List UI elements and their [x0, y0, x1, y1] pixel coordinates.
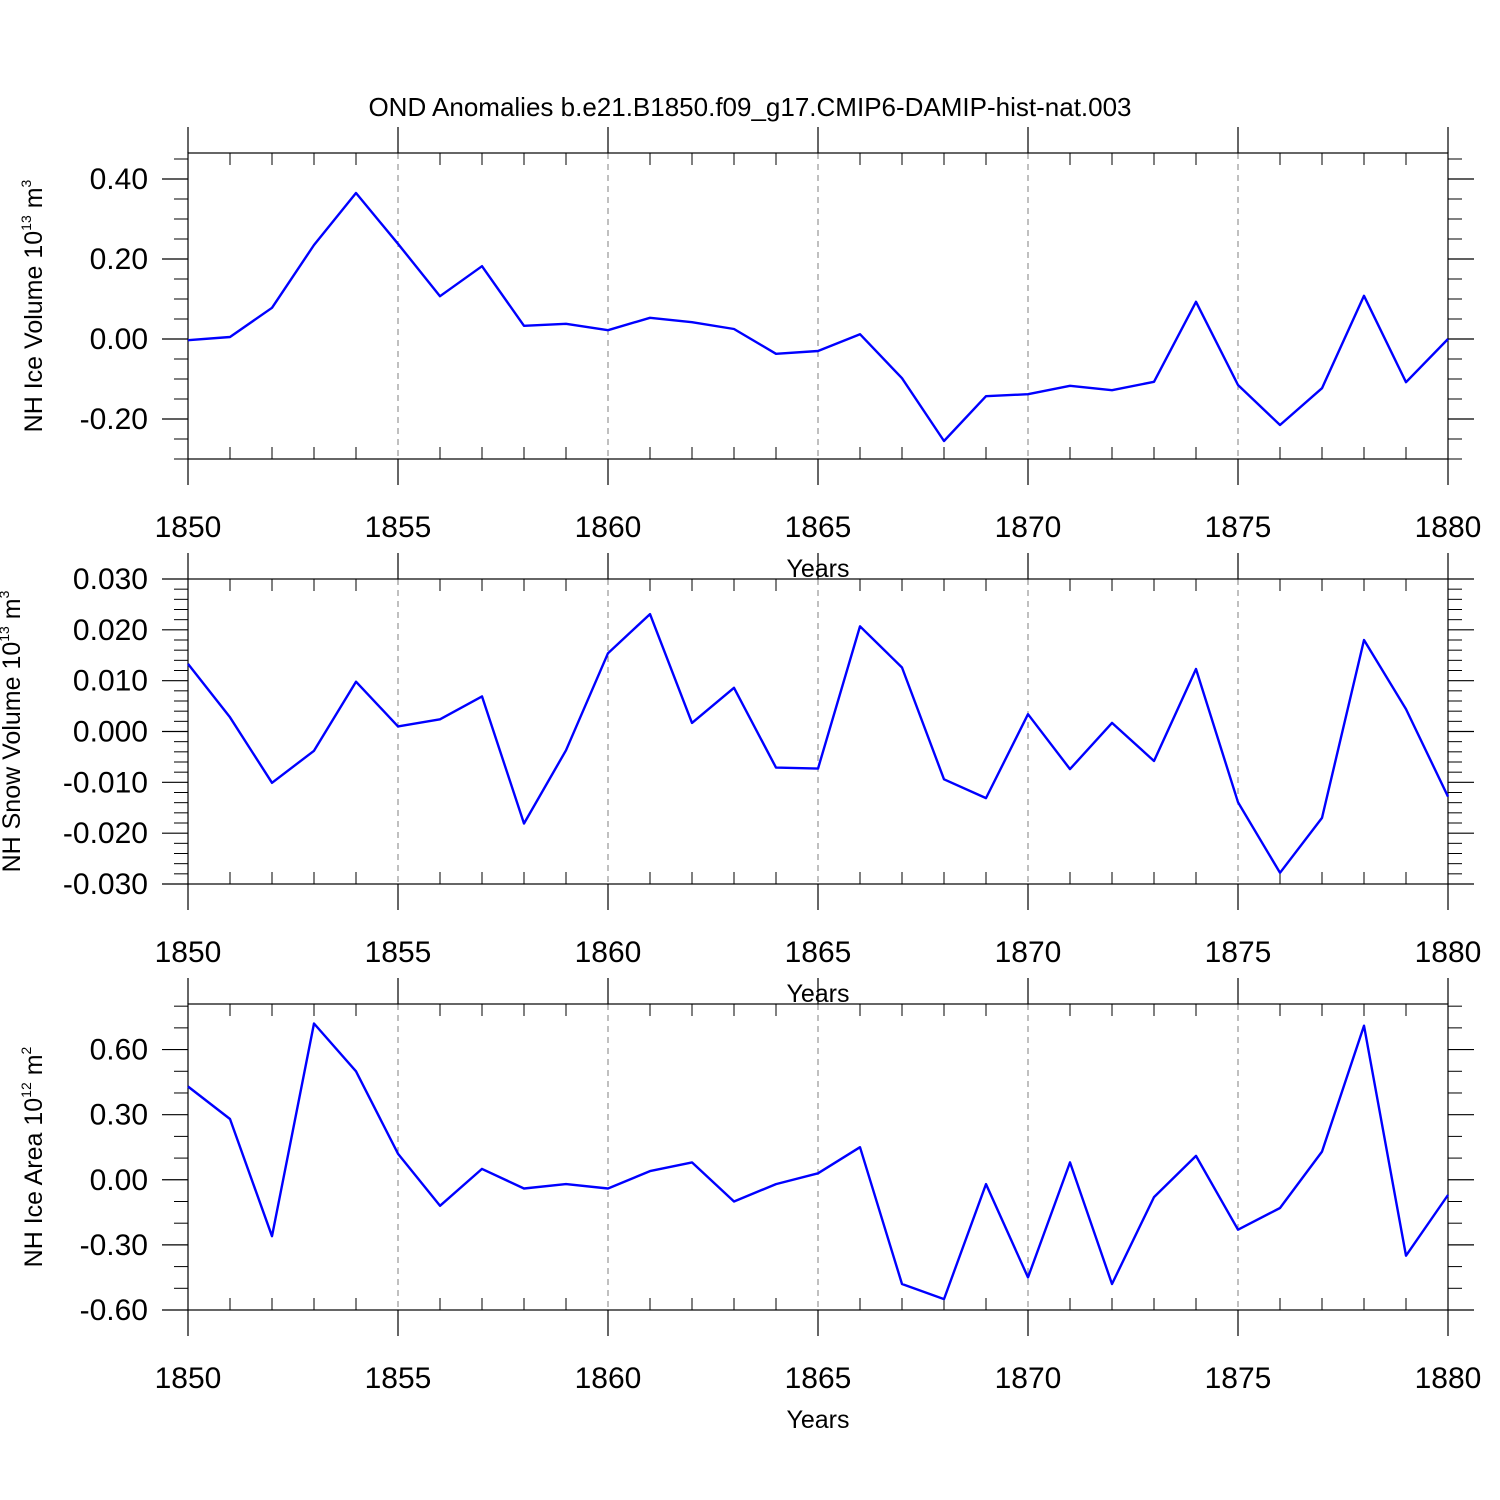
- y-label-unit: m: [20, 187, 48, 215]
- x-tick-label: 1875: [1205, 936, 1272, 969]
- x-tick-label: 1850: [155, 1362, 222, 1395]
- y-tick-label: 0.30: [90, 1099, 148, 1132]
- y-tick-label: 0.020: [73, 614, 148, 647]
- minor-ticks: [174, 1004, 1462, 1310]
- y-tick-label: -0.60: [80, 1294, 148, 1327]
- x-tick-label: 1875: [1205, 1362, 1272, 1395]
- y-label-exponent: 13: [18, 215, 34, 231]
- y-tick-label: 0.030: [73, 563, 148, 596]
- x-tick-label: 1875: [1205, 511, 1272, 544]
- y-tick-label: 0.40: [90, 163, 148, 196]
- x-axis-label: Years: [786, 1406, 849, 1434]
- y-tick-label: -0.010: [63, 766, 148, 799]
- x-tick-label: 1870: [995, 1362, 1062, 1395]
- y-axis-label: NH Snow Volume 1013 m3: [0, 590, 26, 872]
- x-tick-label: 1865: [785, 936, 852, 969]
- y-tick-label: -0.020: [63, 817, 148, 850]
- y-tick-label: 0.00: [90, 323, 148, 356]
- y-label-main: NH Snow Volume 10: [0, 642, 26, 873]
- y-tick-label: -0.30: [80, 1229, 148, 1262]
- plot-frame: [187, 1003, 1449, 1311]
- x-grid: [397, 153, 1239, 459]
- plot-frame: [187, 152, 1449, 460]
- x-tick-labels: 1850 1855 1860 1865 1870 1875 1880: [155, 511, 1482, 544]
- x-tick-label: 1860: [575, 936, 642, 969]
- panel-ice-area: 0.600.300.00-0.30-0.60 1850 1855 1860 1865 1…: [18, 978, 1481, 1434]
- y-axis-label: NH Ice Area 1012 m2: [18, 1046, 48, 1267]
- y-label-exponent: 12: [18, 1082, 34, 1098]
- snow-volume-line: [187, 612, 1450, 874]
- x-tick-labels: 1850 1855 1860 1865 1870 1875 1880: [155, 936, 1482, 969]
- figure-title: OND Anomalies b.e21.B1850.f09_g17.CMIP6-…: [368, 92, 1131, 122]
- y-tick-label: 0.00: [90, 1164, 148, 1197]
- x-tick-label: 1865: [785, 511, 852, 544]
- x-tick-label: 1880: [1415, 936, 1482, 969]
- y-tick-labels: 0.60 0.30 0.00 -0.30 -0.60: [80, 1034, 148, 1327]
- panel-ice-volume: 0.400.200.00-0.20 1850 1855 1860 1865 1870 18…: [18, 127, 1481, 583]
- x-tick-label: 1850: [155, 936, 222, 969]
- y-label-unit-exponent: 3: [18, 179, 34, 187]
- ice-area-line: [187, 1022, 1449, 1301]
- y-tick-label: 0.000: [73, 716, 148, 749]
- y-label-unit: m: [20, 1054, 48, 1082]
- major-ticks: [162, 127, 1474, 485]
- y-label-unit: m: [0, 598, 26, 626]
- y-label-exponent: 13: [0, 626, 12, 642]
- x-tick-label: 1855: [365, 1362, 432, 1395]
- y-tick-label: 0.20: [90, 243, 148, 276]
- panel-snow-volume: 0.030 0.020 0.010 0.000 -0.010 -0.020 -0.030 1…: [0, 553, 1481, 1008]
- plot-frame: [187, 578, 1449, 885]
- x-tick-label: 1870: [995, 936, 1062, 969]
- y-tick-label: -0.030: [63, 868, 148, 901]
- x-tick-label: 1880: [1415, 511, 1482, 544]
- y-label-main: NH Ice Volume 10: [20, 231, 48, 433]
- y-tick-label: 0.60: [90, 1034, 148, 1067]
- major-ticks: [162, 553, 1474, 910]
- x-tick-label: 1855: [365, 511, 432, 544]
- x-tick-label: 1860: [575, 1362, 642, 1395]
- y-tick-label: 0.010: [73, 665, 148, 698]
- ice-volume-line: [187, 191, 1449, 443]
- x-tick-label: 1860: [575, 511, 642, 544]
- y-tick-label: -0.20: [80, 403, 148, 436]
- major-ticks: [162, 978, 1474, 1336]
- y-axis-label: NH Ice Volume 1013 m3: [18, 179, 48, 432]
- x-tick-label: 1880: [1415, 1362, 1482, 1395]
- x-grid: [397, 579, 1239, 884]
- x-tick-label: 1870: [995, 511, 1062, 544]
- y-label-unit-exponent: 2: [18, 1046, 34, 1054]
- x-tick-labels: 1850 1855 1860 1865 1870 1875 1880: [155, 1362, 1482, 1395]
- minor-ticks: [174, 153, 1462, 460]
- x-tick-label: 1855: [365, 936, 432, 969]
- minor-ticks: [174, 579, 1462, 884]
- x-tick-label: 1865: [785, 1362, 852, 1395]
- y-label-main: NH Ice Area 10: [20, 1098, 48, 1268]
- y-label-unit-exponent: 3: [0, 590, 12, 598]
- x-grid: [397, 1004, 1239, 1310]
- x-tick-label: 1850: [155, 511, 222, 544]
- y-tick-labels: 0.40 0.20 0.00 -0.20: [80, 163, 148, 436]
- y-tick-labels: 0.030 0.020 0.010 0.000 -0.010 -0.020 -0.030: [63, 563, 148, 901]
